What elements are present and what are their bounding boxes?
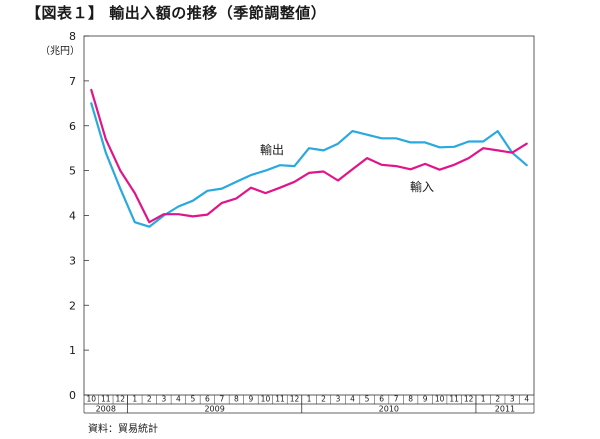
y-tick-label-2: 2: [69, 299, 76, 312]
x-tick-label: 11: [101, 395, 111, 404]
x-tick-label: 3: [336, 395, 341, 404]
x-tick-label: 5: [190, 395, 195, 404]
y-tick-label-6: 6: [69, 120, 76, 133]
x-tick-label: 11: [275, 395, 285, 404]
x-tick-label: 12: [464, 395, 474, 404]
x-tick-label: 12: [290, 395, 300, 404]
x-tick-label: 2: [147, 395, 152, 404]
x-tick-label: 2: [321, 395, 326, 404]
x-tick-label: 11: [449, 395, 459, 404]
x-tick-label: 8: [408, 395, 413, 404]
x-tick-label: 4: [350, 395, 355, 404]
x-tick-label: 4: [524, 395, 529, 404]
y-tick-label-8: 8: [69, 30, 76, 43]
x-tick-label: 2: [495, 395, 500, 404]
x-tick-label: 3: [510, 395, 515, 404]
y-tick-label-7: 7: [69, 75, 76, 88]
x-tick-label: 6: [379, 395, 384, 404]
y-tick-label-5: 5: [69, 165, 76, 178]
x-tick-label: 10: [261, 395, 271, 404]
x-tick-label: 10: [435, 395, 445, 404]
y-tick-label-3: 3: [69, 254, 76, 267]
x-tick-label: 8: [234, 395, 239, 404]
x-tick-label: 7: [220, 395, 225, 404]
y-tick-label-0: 0: [69, 389, 76, 402]
series-label-export: 輸出: [260, 142, 284, 157]
y-tick-label-4: 4: [69, 210, 76, 223]
x-tick-label: 10: [86, 395, 96, 404]
year-label-2011: 2011: [495, 405, 515, 414]
x-tick-label: 1: [307, 395, 312, 404]
source-note: 資料：貿易統計: [88, 424, 158, 435]
x-tick-label: 4: [176, 395, 181, 404]
x-tick-label: 5: [365, 395, 370, 404]
y-axis-unit: （兆円）: [40, 45, 80, 57]
x-tick-label: 3: [161, 395, 166, 404]
year-label-2008: 2008: [96, 405, 116, 414]
x-tick-label: 7: [394, 395, 399, 404]
x-tick-label: 9: [249, 395, 254, 404]
x-tick-label: 1: [481, 395, 486, 404]
series-line-export: [90, 102, 528, 228]
x-tick-label: 12: [116, 395, 126, 404]
x-tick-label: 1: [132, 395, 137, 404]
x-tick-label: 6: [205, 395, 210, 404]
chart-title: 【図表１】 輸出入額の推移（季節調整値）: [26, 4, 327, 22]
x-tick-label: 9: [423, 395, 428, 404]
series-line-import: [90, 88, 528, 224]
plot-frame: [83, 35, 535, 396]
series-label-import: 輸入: [410, 179, 434, 194]
y-tick-label-1: 1: [69, 344, 76, 357]
year-label-2010: 2010: [379, 405, 399, 414]
year-label-2009: 2009: [204, 405, 224, 414]
